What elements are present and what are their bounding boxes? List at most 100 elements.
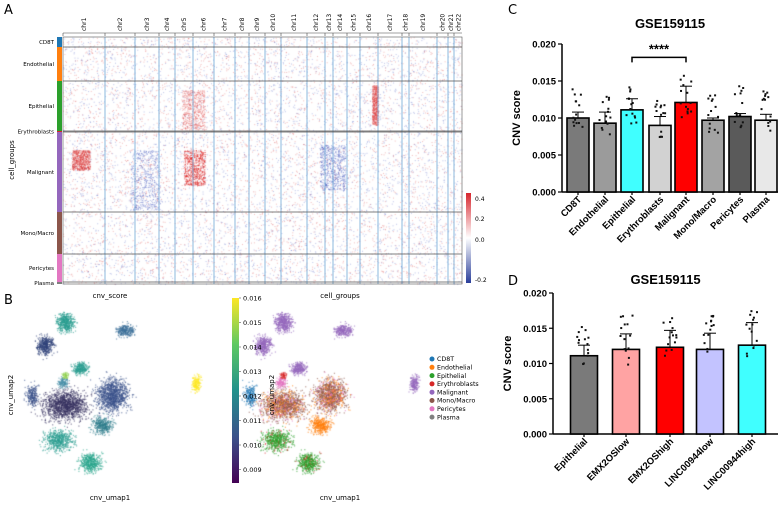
- colorbar-tick-label: 0.015: [243, 319, 262, 327]
- data-point: [752, 347, 755, 350]
- data-point: [710, 109, 713, 112]
- bar: [754, 119, 778, 193]
- x-tick-label: Plasma: [741, 194, 773, 226]
- panel-label-b: B: [4, 293, 13, 308]
- data-point: [711, 98, 714, 101]
- data-point: [686, 110, 689, 113]
- group-label: Pericytes: [29, 266, 54, 272]
- data-point: [707, 97, 710, 100]
- panel-label-d: D: [508, 274, 518, 289]
- group-color-strip: [57, 132, 62, 212]
- data-point: [623, 323, 626, 326]
- data-point: [586, 354, 589, 357]
- data-point: [606, 122, 609, 125]
- group-label: Erythroblasts: [18, 130, 55, 136]
- data-point: [671, 334, 674, 337]
- data-point: [709, 94, 712, 97]
- data-point: [740, 89, 743, 92]
- data-point: [706, 350, 709, 353]
- bar: [566, 117, 590, 193]
- chromosome-label: chr6: [201, 17, 208, 31]
- y-tick-label: 0.015: [523, 324, 547, 335]
- legend-marker: [429, 381, 435, 387]
- data-point: [608, 133, 611, 136]
- data-point: [707, 114, 710, 117]
- data-point: [598, 119, 601, 122]
- data-point: [628, 86, 631, 89]
- data-point: [663, 354, 666, 357]
- data-point: [575, 122, 578, 125]
- data-point: [670, 348, 673, 351]
- y-tick-label: 0.020: [532, 40, 556, 51]
- data-point: [671, 317, 674, 320]
- data-point: [710, 324, 713, 327]
- group-color-strip: [57, 47, 62, 81]
- data-point: [660, 130, 663, 133]
- data-point: [769, 120, 772, 123]
- data-point: [607, 98, 610, 101]
- chromosome-label: chr7: [222, 17, 229, 31]
- data-point: [573, 124, 576, 127]
- bar: [648, 124, 672, 193]
- colorbar-tick-label: 0.012: [243, 393, 262, 401]
- data-point: [675, 336, 678, 339]
- chromosome-label: chr8: [239, 17, 246, 31]
- legend-label: Erythroblasts: [437, 381, 479, 388]
- colorbar-tick-label: 0.010: [243, 442, 262, 450]
- data-point: [714, 94, 717, 97]
- data-point: [631, 314, 634, 317]
- data-point: [669, 321, 672, 324]
- data-point: [690, 80, 693, 83]
- data-point: [713, 128, 716, 131]
- data-point: [755, 311, 758, 314]
- data-point: [575, 113, 578, 116]
- data-point: [710, 99, 713, 102]
- x-tick-label: EMX2OSlow: [585, 436, 632, 483]
- umap-left-ylabel: cnv_umap2: [7, 375, 15, 415]
- data-point: [742, 86, 745, 89]
- data-point: [630, 122, 633, 125]
- heatmap-colorbar-tick: 0.4: [475, 196, 485, 203]
- data-point: [709, 320, 712, 323]
- data-point: [680, 89, 683, 92]
- data-point: [702, 333, 705, 336]
- data-point: [679, 78, 682, 81]
- group-label: Epithelial: [29, 104, 55, 110]
- data-point: [629, 88, 632, 91]
- umap-right-xlabel: cnv_umap1: [320, 494, 360, 502]
- cnv-score-colorbar: [232, 298, 239, 483]
- umap-left-xlabel: cnv_umap1: [90, 494, 130, 502]
- chromosome-label: chr4: [164, 17, 171, 31]
- data-point: [750, 310, 753, 313]
- y-tick-label: 0.020: [523, 289, 547, 300]
- data-point: [583, 338, 586, 341]
- data-point: [690, 110, 693, 113]
- data-point: [660, 135, 663, 138]
- data-point: [629, 108, 632, 111]
- data-point: [608, 96, 611, 99]
- data-point: [578, 104, 581, 107]
- data-point: [581, 125, 584, 128]
- data-point: [571, 88, 574, 91]
- data-point: [605, 95, 608, 98]
- data-point: [760, 108, 763, 111]
- colorbar-tick-label: 0.013: [243, 368, 262, 376]
- data-point: [582, 362, 585, 365]
- data-point: [654, 105, 657, 108]
- data-point: [707, 333, 710, 336]
- data-point: [767, 124, 770, 127]
- group-label: Malignant: [27, 170, 55, 176]
- legend-marker: [429, 406, 435, 412]
- data-point: [675, 334, 678, 337]
- colorbar-tick-label: 0.009: [243, 466, 262, 474]
- data-point: [735, 114, 738, 117]
- data-point: [682, 74, 685, 77]
- data-point: [755, 339, 758, 342]
- data-point: [587, 336, 590, 339]
- data-point: [745, 352, 748, 355]
- significance-bracket: [631, 56, 687, 63]
- legend-label: Endothelial: [437, 365, 473, 372]
- heatmap-colorbar-tick: 0.2: [475, 216, 485, 223]
- data-point: [762, 97, 765, 100]
